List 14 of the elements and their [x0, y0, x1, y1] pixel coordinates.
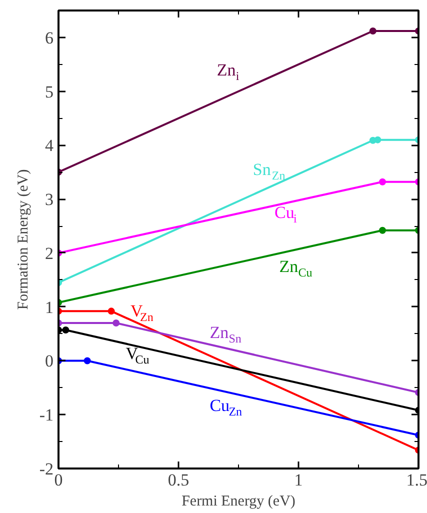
y-tick-label: 1: [45, 298, 54, 317]
y-tick-label: 5: [45, 82, 54, 102]
y-axis-title: Formation Energy (eV): [15, 169, 32, 310]
x-tick-label: 1.5: [406, 470, 427, 490]
y-tick-label: 3: [45, 190, 54, 210]
x-tick-label: 1: [294, 470, 303, 490]
x-axis-title: Fermi Energy (eV): [182, 494, 296, 510]
y-tick-label: -1: [39, 406, 54, 425]
y-tick-label: 2: [45, 244, 54, 263]
y-tick-label: 0: [45, 352, 54, 371]
y-tick-label: -2: [39, 460, 54, 478]
y-tick-label: 6: [45, 28, 54, 48]
x-tick-label: 0.5: [168, 470, 190, 490]
y-tick-label: 4: [45, 136, 54, 156]
